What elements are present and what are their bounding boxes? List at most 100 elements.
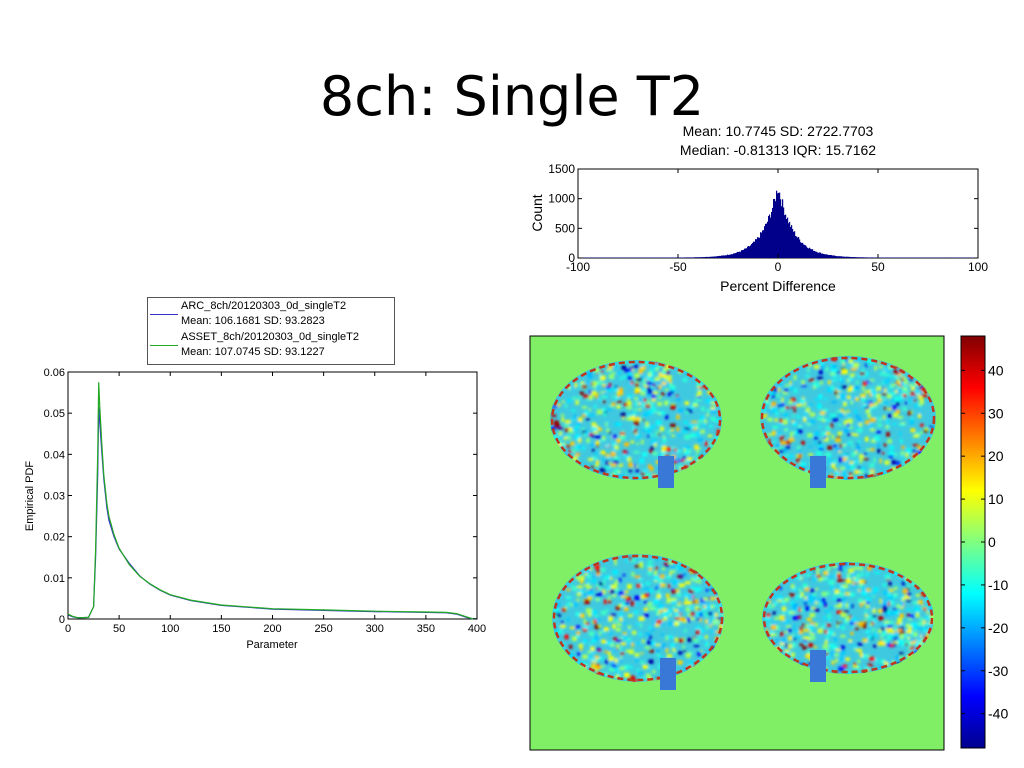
brain-voxel [684,427,690,430]
brain-voxel [888,621,894,624]
brain-voxel [685,581,691,585]
brain-voxel [886,659,892,665]
brain-voxel [676,427,680,432]
brain-voxel [802,600,808,603]
brain-voxel [678,608,681,613]
brain-voxel [600,370,603,375]
brain-voxel [870,448,875,452]
brain-voxel [626,417,632,421]
brain-voxel [907,375,910,381]
brain-voxel [848,639,853,643]
brain-voxel [591,610,598,615]
brain-voxel [602,392,606,395]
brain-voxel [822,578,829,581]
brain-voxel [844,592,850,595]
brain-voxel [856,442,859,445]
brain-voxel [691,420,698,423]
pdf-y-tick-label: 0.06 [44,367,65,379]
brain-voxel [911,622,917,627]
brain-voxel [762,413,768,418]
brain-voxel [765,617,771,621]
brain-voxel [599,630,602,636]
brain-voxel [908,400,912,404]
brain-voxel [911,582,917,586]
brain-voxel [625,452,629,456]
brain-voxel [607,431,612,434]
brain-voxel [803,639,808,642]
brain-voxel [856,573,860,579]
brain-voxel [891,467,896,471]
brain-voxel [895,401,900,406]
histogram-bar [748,246,750,258]
brain-voxel [664,370,670,374]
brain-voxel [698,588,703,591]
brain-voxel [857,659,861,664]
brain-voxel [574,434,581,439]
brain-voxel [592,575,598,578]
brain-voxel [867,413,871,418]
brain-voxel [900,605,904,609]
histogram-bar [756,239,758,258]
brain-voxel [553,608,559,612]
brain-voxel [777,404,781,408]
brain-voxel [569,422,573,428]
brain-voxel [605,443,609,447]
brain-voxel [909,637,914,642]
brain-voxel [845,584,848,589]
brain-voxel [583,433,587,437]
brain-voxel [640,364,643,368]
brain-voxel [929,629,934,632]
brain-voxel [923,627,926,632]
brain-slice-1 [550,360,722,488]
brain-voxel [588,407,591,412]
histogram-bar [715,256,717,258]
brain-voxel [816,450,822,456]
histogram-bar [837,256,839,258]
brain-voxel [840,466,845,471]
brain-voxel [799,663,804,666]
brain-voxel [613,668,618,671]
brain-voxel [650,384,653,389]
brain-voxel [831,581,835,585]
brain-voxel [876,393,881,397]
histogram-bar [874,257,876,258]
brain-voxel [571,584,574,589]
brain-voxel [669,390,675,394]
brain-voxel [683,572,688,576]
brain-voxel [617,665,621,668]
brain-voxel [917,621,924,626]
histogram-bar [747,246,749,258]
brain-voxel [796,615,802,619]
brain-voxel [775,411,779,416]
brain-voxel [594,464,599,467]
brain-voxel [869,423,873,428]
brain-voxel [871,387,874,391]
brain-voxel [884,379,889,384]
brain-voxel [666,575,672,579]
brain-voxel [788,437,795,442]
brain-voxel [870,428,875,432]
brain-voxel [634,564,641,568]
brain-voxel [862,404,868,409]
brain-voxel [883,602,887,608]
brain-voxel [588,458,594,461]
brain-voxel [578,590,584,594]
brain-voxel [639,397,643,403]
brain-voxel [612,623,616,629]
brain-voxel [871,621,875,626]
brain-voxel [651,397,656,402]
histogram-bar [835,255,837,258]
brain-voxel [610,452,614,457]
brain-voxel [703,605,708,608]
brain-voxel [777,383,783,387]
brain-voxel [904,385,907,389]
brain-voxel [658,579,663,584]
brain-voxel [908,626,912,631]
histogram-bar [832,255,834,258]
histogram-bar [734,253,736,258]
brain-voxel [772,621,776,626]
histogram-bar [726,255,728,258]
brain-voxel [887,439,892,444]
brain-voxel [596,598,599,601]
pdf-y-tick-label: 0.05 [44,408,65,420]
